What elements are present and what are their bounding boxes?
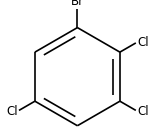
Text: Cl: Cl <box>6 104 18 118</box>
Text: Br: Br <box>71 0 84 8</box>
Text: Cl: Cl <box>137 36 149 49</box>
Text: Cl: Cl <box>137 104 149 118</box>
